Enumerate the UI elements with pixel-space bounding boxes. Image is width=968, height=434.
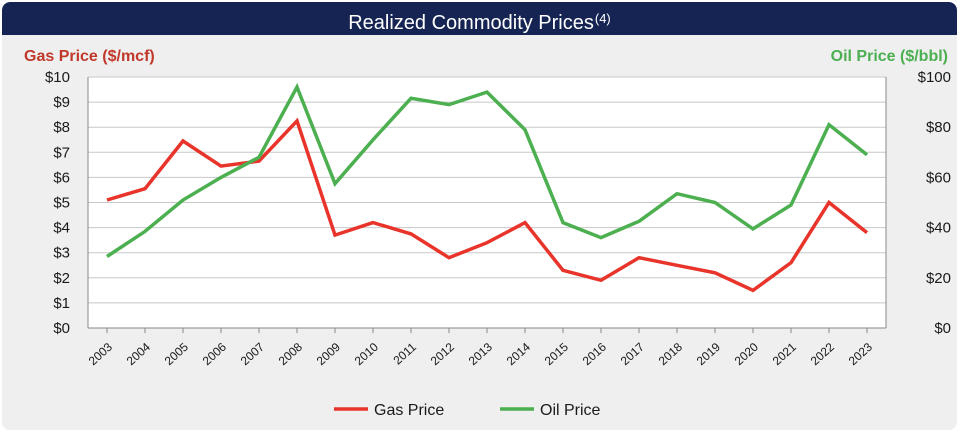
y-tick-label-left: $6: [53, 169, 70, 186]
y-tick-label-right: $20: [926, 270, 951, 287]
x-tick-label: 2012: [428, 340, 457, 368]
x-tick-label: 2018: [656, 340, 685, 368]
x-tick-label: 2022: [808, 340, 837, 368]
y-tick-label-left: $9: [53, 94, 70, 111]
x-tick-label: 2009: [314, 340, 343, 368]
x-tick-label: 2006: [200, 340, 229, 368]
y-tick-label-right: $100: [918, 69, 951, 86]
gas-price-line: [106, 117, 869, 293]
title-footnote: (4): [594, 11, 611, 26]
legend-label-oil: Oil Price: [540, 402, 601, 419]
y-tick-label-left: $5: [53, 195, 70, 212]
legend-label-gas: Gas Price: [374, 402, 444, 419]
y-tick-label-left: $8: [53, 119, 70, 136]
y-axis-title-left: Gas Price ($/mcf): [24, 48, 155, 65]
y-tick-label-left: $10: [45, 69, 70, 86]
line-chart: $0 $1 $2 $3 $4 $5 $6 $7 $8 $9 $10 $0 $20 $40 $60 $80 $10…: [24, 48, 951, 419]
chart-title-bar: Realized Commodity Prices(4): [2, 2, 957, 35]
y-tick-label-left: $3: [53, 245, 70, 262]
oil-price-line: [106, 82, 869, 258]
x-tick-label: 2020: [732, 340, 761, 368]
x-tick-label: 2015: [542, 340, 571, 368]
x-tick-label: 2023: [846, 340, 875, 368]
y-tick-label-left: $4: [53, 220, 70, 237]
y-tick-label-right: $40: [926, 220, 951, 237]
y-tick-label-right: $0: [934, 320, 951, 337]
x-tick-label: 2010: [352, 340, 381, 368]
y-tick-label-left: $2: [53, 270, 70, 287]
y-tick-label-left: $1: [53, 295, 70, 312]
x-tick-label: 2004: [124, 340, 153, 368]
x-tick-label: 2013: [466, 340, 495, 368]
x-tick-label: 2008: [276, 340, 305, 368]
y-axis-title-right: Oil Price ($/bbl): [831, 48, 948, 65]
y-tick-label-left: $0: [53, 320, 70, 337]
x-tick-label: 2011: [390, 340, 419, 368]
x-tick-label: 2021: [770, 340, 799, 368]
x-tick-label: 2003: [86, 340, 115, 368]
y-tick-label-right: $60: [926, 169, 951, 186]
x-tick-label: 2017: [618, 340, 647, 368]
x-tick-label: 2007: [238, 340, 267, 368]
x-tick-label: 2019: [694, 340, 723, 368]
chart-panel: Realized Commodity Prices(4) $0 $1 $2 $3 $4 $…: [2, 2, 957, 430]
x-tick-label: 2016: [580, 340, 609, 368]
y-tick-label-right: $80: [926, 119, 951, 136]
chart-title: Realized Commodity Prices: [348, 12, 594, 34]
y-tick-label-left: $7: [53, 144, 70, 161]
x-tick-label: 2005: [162, 340, 191, 368]
x-tick-label: 2014: [504, 340, 533, 368]
